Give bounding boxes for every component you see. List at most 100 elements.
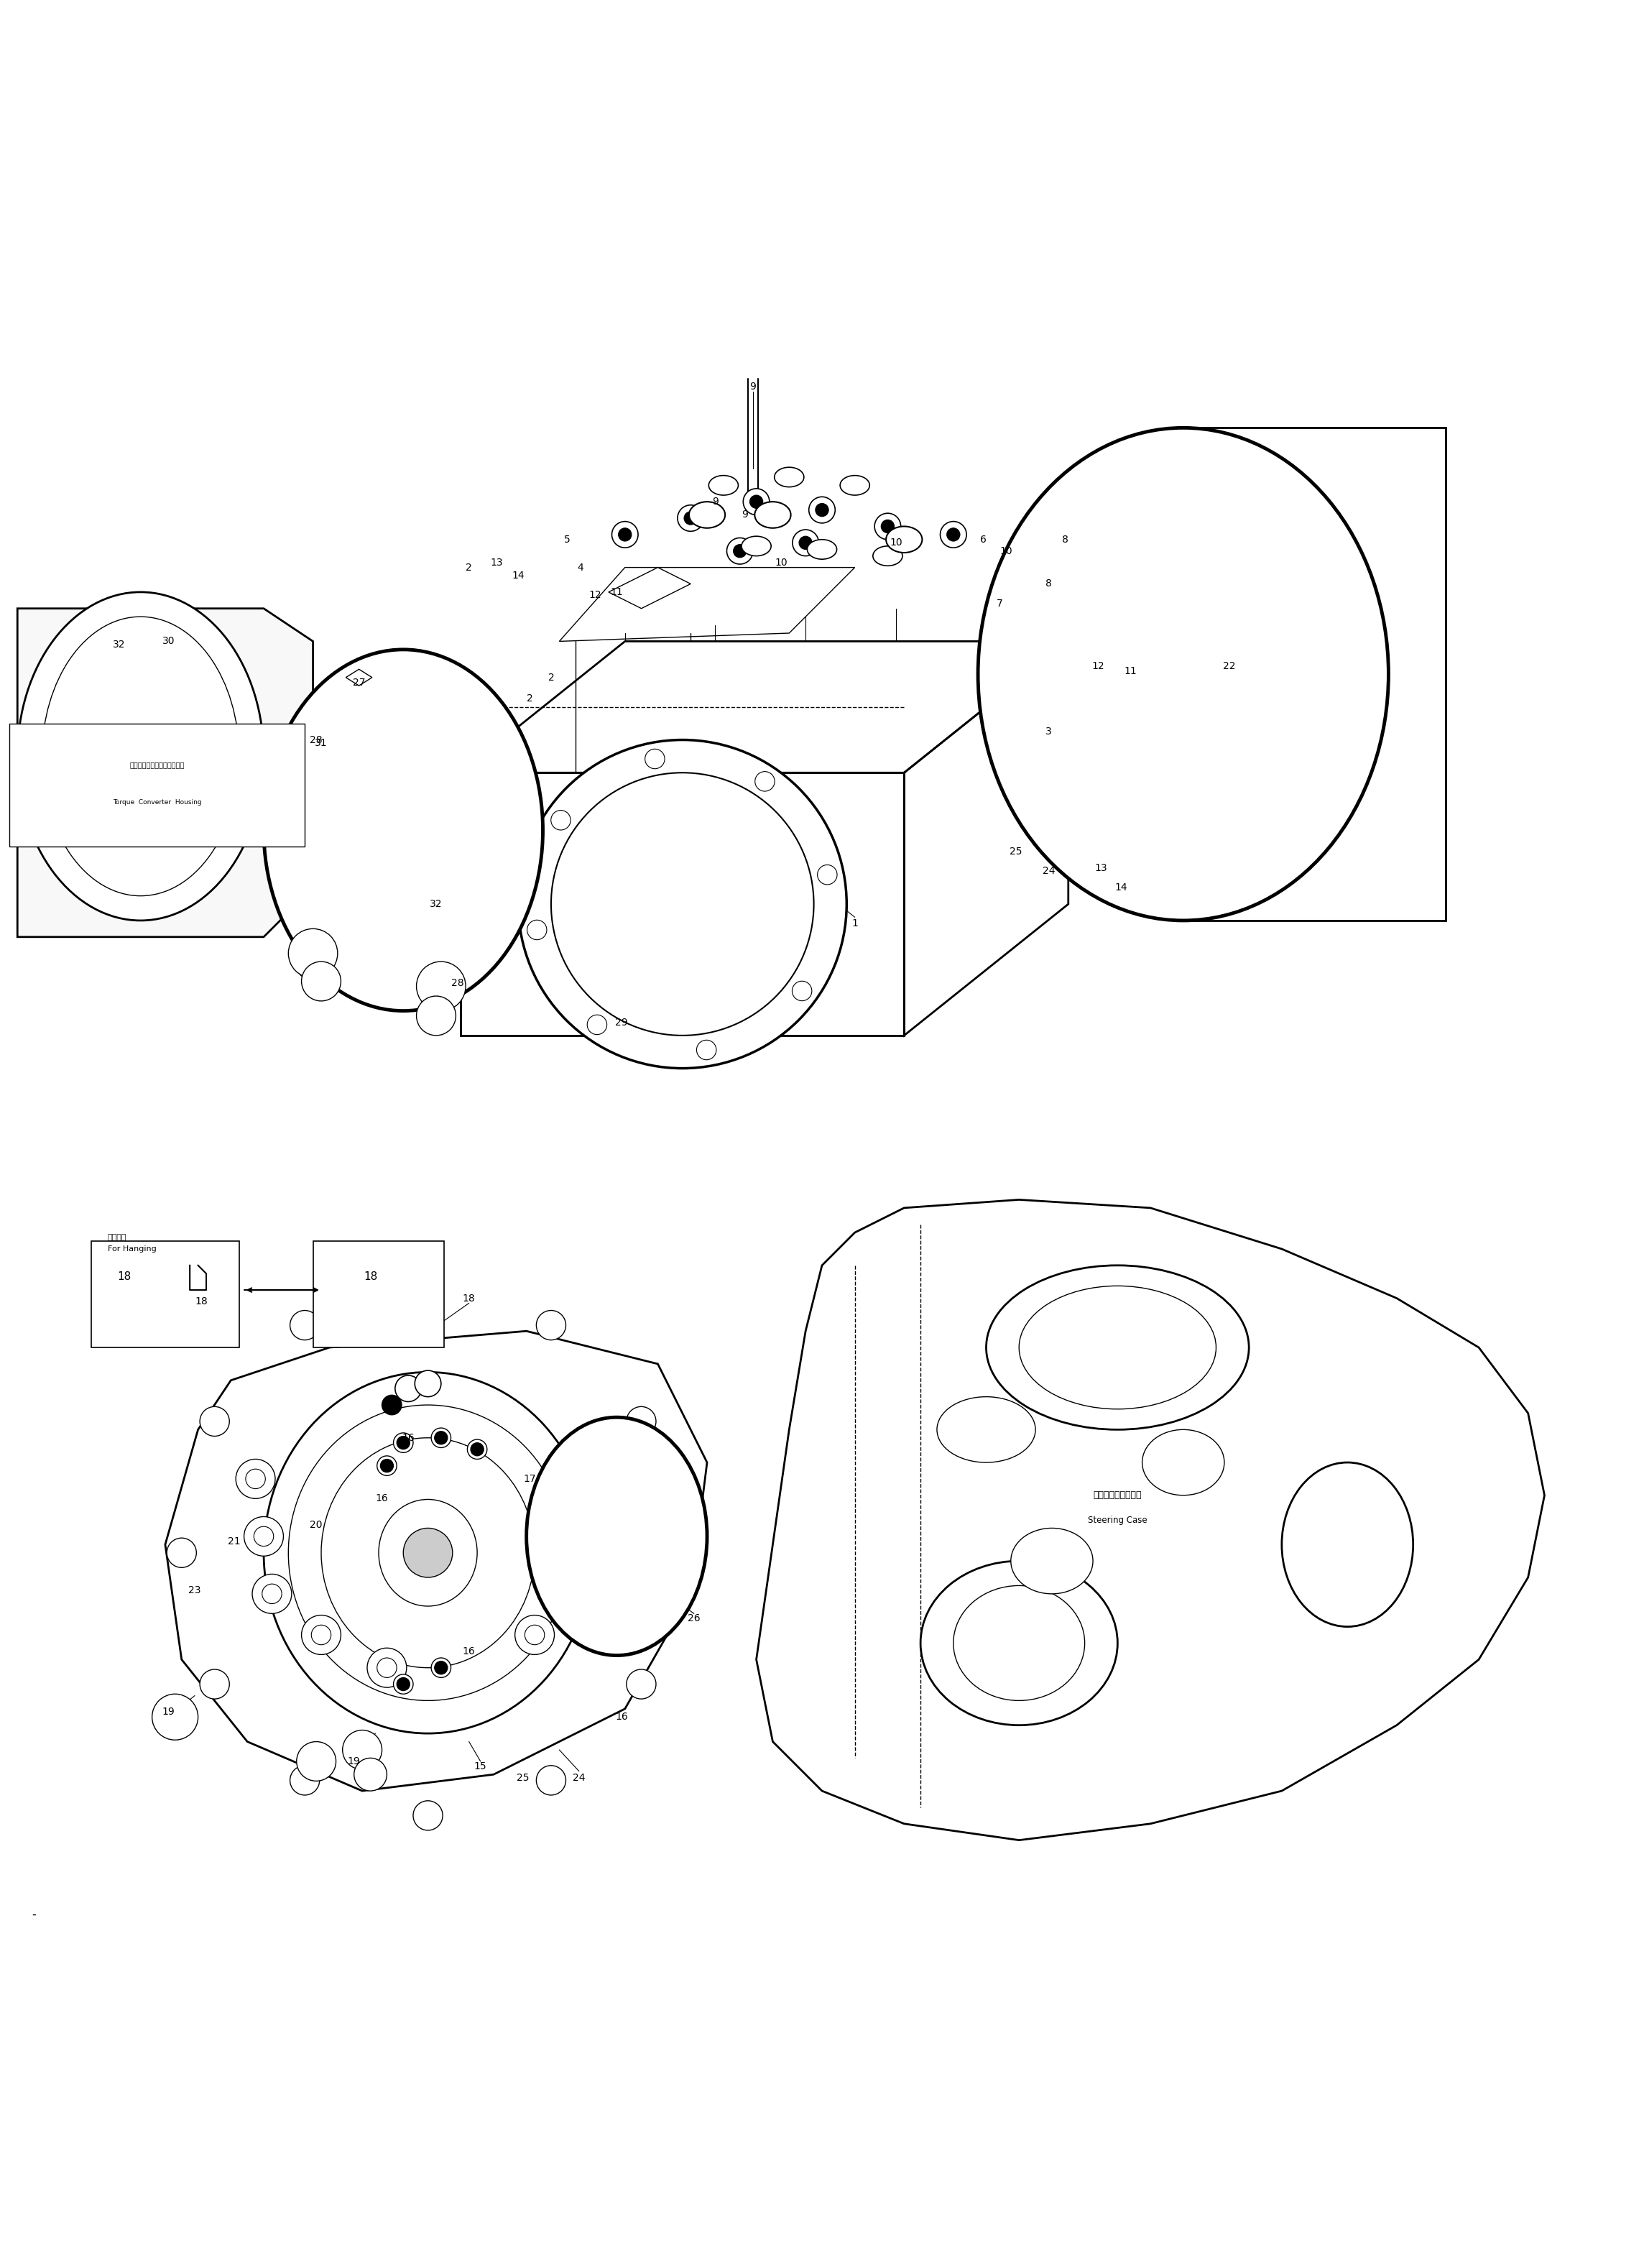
Ellipse shape — [431, 1429, 450, 1447]
Circle shape — [684, 513, 697, 524]
Ellipse shape — [536, 1765, 566, 1794]
Circle shape — [528, 921, 547, 939]
Text: 30: 30 — [163, 637, 174, 646]
Ellipse shape — [289, 1765, 319, 1794]
Circle shape — [750, 494, 763, 508]
Text: 24: 24 — [572, 1774, 585, 1783]
Text: Steering Case: Steering Case — [1088, 1515, 1148, 1524]
Ellipse shape — [201, 1669, 230, 1699]
Text: 18: 18 — [462, 1293, 475, 1304]
Text: 31: 31 — [316, 737, 327, 748]
Text: 13: 13 — [1095, 862, 1108, 873]
Circle shape — [677, 506, 704, 531]
Circle shape — [470, 1442, 483, 1456]
Ellipse shape — [840, 476, 870, 494]
Text: 3: 3 — [1046, 726, 1052, 737]
Circle shape — [381, 1395, 401, 1415]
Circle shape — [414, 1370, 441, 1397]
Text: 25: 25 — [516, 1774, 529, 1783]
Text: 11: 11 — [610, 587, 623, 596]
Circle shape — [311, 1626, 330, 1644]
Text: For Hanging: For Hanging — [109, 1245, 156, 1252]
Text: ステアリングケース: ステアリングケース — [1093, 1490, 1143, 1499]
Circle shape — [395, 1374, 421, 1402]
Ellipse shape — [321, 1438, 534, 1667]
Circle shape — [697, 1041, 717, 1059]
Polygon shape — [345, 669, 372, 685]
Ellipse shape — [807, 540, 837, 560]
Ellipse shape — [403, 1529, 452, 1579]
Text: 28: 28 — [311, 735, 322, 744]
Ellipse shape — [873, 547, 903, 565]
Circle shape — [792, 982, 812, 1000]
Text: 18: 18 — [196, 1297, 207, 1306]
Circle shape — [391, 1268, 424, 1302]
Circle shape — [940, 522, 967, 549]
Circle shape — [380, 1458, 393, 1472]
Circle shape — [618, 528, 631, 542]
Text: 1: 1 — [852, 919, 858, 930]
Text: 16: 16 — [401, 1433, 414, 1442]
Ellipse shape — [709, 476, 738, 494]
Ellipse shape — [288, 1404, 567, 1701]
Text: 19: 19 — [347, 1755, 360, 1767]
Ellipse shape — [151, 1694, 197, 1740]
Circle shape — [367, 1649, 406, 1687]
Circle shape — [235, 1458, 275, 1499]
Ellipse shape — [413, 1801, 442, 1830]
Circle shape — [733, 544, 746, 558]
Text: 4: 4 — [577, 562, 584, 572]
Circle shape — [755, 771, 774, 792]
Circle shape — [875, 513, 901, 540]
Text: 2: 2 — [547, 671, 554, 683]
Text: 9: 9 — [741, 510, 748, 519]
Ellipse shape — [413, 1275, 442, 1304]
Ellipse shape — [378, 1499, 477, 1606]
Ellipse shape — [288, 928, 337, 978]
Ellipse shape — [937, 1397, 1036, 1463]
Text: 2: 2 — [465, 562, 472, 572]
Ellipse shape — [393, 1674, 413, 1694]
Ellipse shape — [431, 1658, 450, 1678]
Circle shape — [524, 1626, 544, 1644]
Circle shape — [743, 488, 769, 515]
Text: 27: 27 — [353, 678, 365, 687]
Text: 8: 8 — [1062, 535, 1069, 544]
Ellipse shape — [689, 501, 725, 528]
Text: 12: 12 — [589, 590, 602, 601]
Text: 6: 6 — [980, 535, 986, 544]
Text: 17: 17 — [523, 1474, 536, 1483]
Ellipse shape — [954, 1585, 1085, 1701]
Ellipse shape — [416, 996, 455, 1036]
Circle shape — [434, 1660, 447, 1674]
Ellipse shape — [393, 1433, 413, 1452]
Circle shape — [551, 810, 570, 830]
Ellipse shape — [659, 1538, 689, 1567]
Ellipse shape — [626, 1406, 656, 1436]
Circle shape — [376, 1658, 396, 1678]
Circle shape — [173, 1266, 206, 1297]
FancyBboxPatch shape — [92, 1241, 238, 1347]
Circle shape — [817, 864, 837, 885]
Circle shape — [253, 1526, 273, 1547]
Ellipse shape — [1282, 1463, 1414, 1626]
Ellipse shape — [296, 1742, 335, 1780]
Ellipse shape — [774, 467, 804, 488]
Text: 13: 13 — [490, 558, 503, 567]
Ellipse shape — [467, 1440, 487, 1458]
Text: 10: 10 — [1000, 547, 1013, 556]
Ellipse shape — [353, 1758, 386, 1792]
Text: 16: 16 — [462, 1647, 475, 1656]
FancyBboxPatch shape — [312, 1241, 444, 1347]
Circle shape — [396, 1678, 409, 1690]
Ellipse shape — [526, 1418, 707, 1656]
Text: 32: 32 — [113, 640, 125, 649]
Circle shape — [434, 1431, 447, 1445]
Ellipse shape — [755, 501, 791, 528]
Ellipse shape — [886, 526, 922, 553]
Ellipse shape — [376, 1456, 396, 1476]
Circle shape — [261, 1583, 281, 1603]
Text: 28: 28 — [450, 978, 464, 989]
FancyBboxPatch shape — [10, 723, 304, 846]
Text: 18: 18 — [363, 1272, 378, 1281]
